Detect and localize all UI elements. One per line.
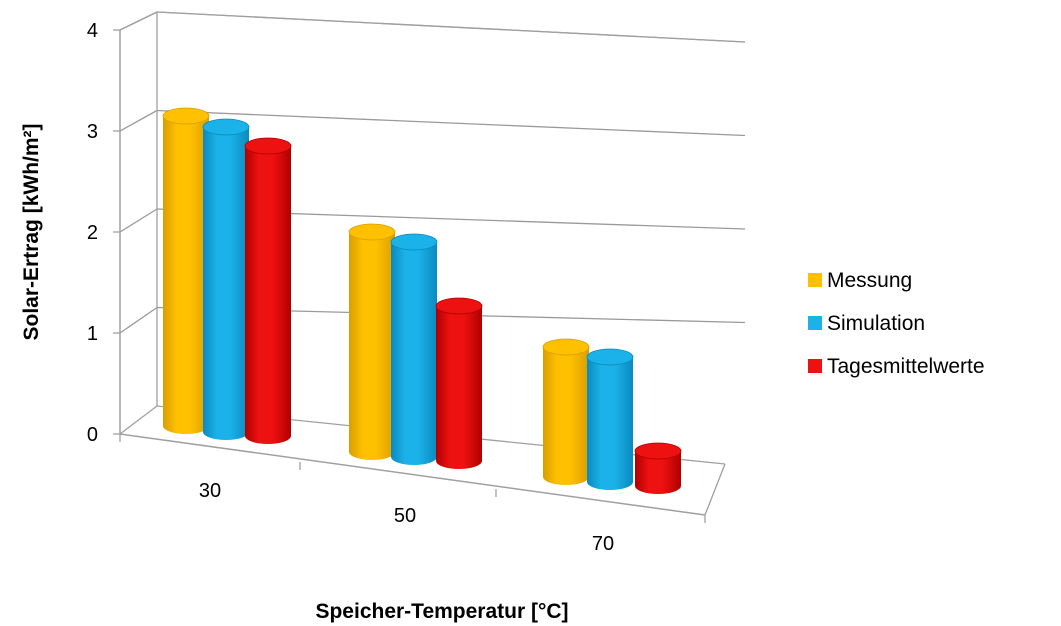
bar-body <box>635 451 681 494</box>
x-tick-label: 30 <box>199 480 221 502</box>
bar-simulation-50 <box>390 233 438 465</box>
y-tick-label: 4 <box>87 20 98 42</box>
bar-simulation-30 <box>202 118 250 440</box>
x-tick-label: 50 <box>394 505 416 527</box>
bar-top <box>542 338 590 356</box>
gridline-side <box>119 109 158 132</box>
x-axis-line <box>119 433 706 516</box>
y-axis-title: Solar-Ertrag [kWh/m²] <box>20 123 43 340</box>
bar-top <box>162 107 210 125</box>
legend-label-simulation: Simulation <box>827 312 925 335</box>
bar-messung-30 <box>162 107 210 434</box>
bar-body <box>587 357 633 490</box>
bar-top <box>634 442 682 460</box>
legend-swatch-simulation <box>808 316 822 330</box>
gridline-side <box>119 208 158 233</box>
bar-top <box>435 297 483 315</box>
legend: Messung Simulation Tagesmittelwerte <box>808 269 985 378</box>
x-tick-label: 70 <box>592 533 614 555</box>
bar-top <box>390 233 438 251</box>
bar-tagesmittelwerte-70 <box>634 442 682 494</box>
bar-messung-50 <box>348 223 396 460</box>
tick-labels: 0 1 2 3 4 30 50 70 <box>87 20 614 555</box>
bar-top <box>202 118 250 136</box>
bar-top <box>348 223 396 241</box>
bar-top <box>586 348 634 366</box>
bars <box>162 107 682 494</box>
y-tick-label: 3 <box>87 121 98 143</box>
bar-tagesmittelwerte-50 <box>435 297 483 469</box>
y-tick-label: 0 <box>87 424 98 446</box>
back-wall-top <box>156 11 746 43</box>
legend-swatch-tagesmittelwerte <box>808 359 822 373</box>
gridline-side <box>119 306 158 334</box>
floor-right-edge <box>704 463 726 516</box>
bar-top <box>244 137 292 155</box>
bar-body <box>163 116 209 434</box>
bar-body <box>349 232 395 460</box>
gridline-back <box>156 109 746 137</box>
floor-left-edge <box>119 405 158 435</box>
legend-label-messung: Messung <box>827 269 912 292</box>
bar-messung-70 <box>542 338 590 485</box>
bar-body <box>391 242 437 465</box>
legend-swatch-messung <box>808 273 822 287</box>
legend-label-tagesmittelwerte: Tagesmittelwerte <box>827 355 985 378</box>
bar-simulation-70 <box>586 348 634 490</box>
y-tick-label: 1 <box>87 323 98 345</box>
bar-tagesmittelwerte-30 <box>244 137 292 444</box>
bar-body <box>543 347 589 485</box>
bar-body <box>436 306 482 469</box>
y-tick-label: 2 <box>87 222 98 244</box>
side-wall-top <box>119 11 158 31</box>
x-axis-title: Speicher-Temperatur [°C] <box>315 600 568 623</box>
bar-body <box>245 146 291 444</box>
bar-body <box>203 127 249 440</box>
